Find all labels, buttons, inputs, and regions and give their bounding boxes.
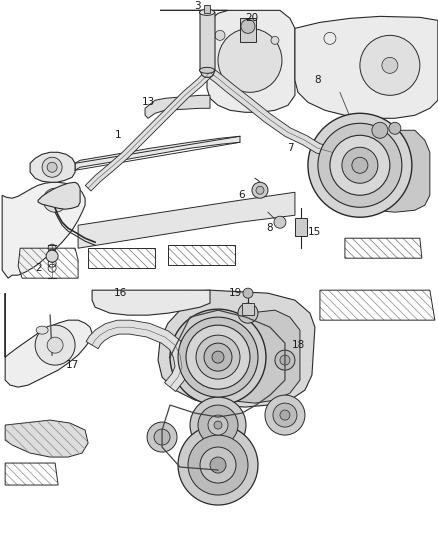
Polygon shape bbox=[30, 152, 75, 182]
Circle shape bbox=[275, 350, 295, 370]
Circle shape bbox=[170, 309, 266, 405]
Ellipse shape bbox=[36, 326, 48, 334]
Circle shape bbox=[330, 135, 390, 195]
Text: 7: 7 bbox=[286, 143, 293, 154]
Text: 18: 18 bbox=[291, 340, 304, 350]
Text: 16: 16 bbox=[113, 288, 127, 298]
Polygon shape bbox=[350, 130, 430, 212]
Circle shape bbox=[42, 157, 62, 177]
Circle shape bbox=[200, 447, 236, 483]
Circle shape bbox=[154, 429, 170, 445]
Circle shape bbox=[188, 435, 248, 495]
Circle shape bbox=[252, 182, 268, 198]
Circle shape bbox=[147, 422, 177, 452]
Circle shape bbox=[218, 28, 282, 92]
Circle shape bbox=[241, 19, 255, 34]
Polygon shape bbox=[38, 182, 80, 209]
Polygon shape bbox=[2, 182, 85, 278]
Circle shape bbox=[308, 114, 412, 217]
Text: 15: 15 bbox=[308, 227, 321, 237]
Text: 19: 19 bbox=[228, 288, 242, 298]
Circle shape bbox=[204, 343, 232, 371]
Polygon shape bbox=[207, 68, 346, 160]
Circle shape bbox=[178, 317, 258, 397]
Circle shape bbox=[210, 457, 226, 473]
Polygon shape bbox=[145, 95, 210, 118]
Bar bbox=[242, 303, 254, 315]
Polygon shape bbox=[92, 290, 210, 315]
Circle shape bbox=[256, 186, 264, 194]
Circle shape bbox=[389, 122, 401, 134]
Polygon shape bbox=[85, 69, 213, 191]
Text: 20: 20 bbox=[245, 13, 258, 23]
Circle shape bbox=[280, 355, 290, 365]
Circle shape bbox=[274, 216, 286, 228]
Text: 2: 2 bbox=[35, 263, 42, 273]
Ellipse shape bbox=[200, 10, 215, 15]
Ellipse shape bbox=[200, 67, 215, 74]
Circle shape bbox=[318, 123, 402, 207]
Circle shape bbox=[212, 351, 224, 363]
Text: 3: 3 bbox=[194, 2, 200, 11]
Text: 8: 8 bbox=[314, 75, 321, 85]
Text: 8: 8 bbox=[267, 223, 273, 233]
Circle shape bbox=[47, 337, 63, 353]
Text: 6: 6 bbox=[239, 190, 245, 200]
Bar bbox=[295, 218, 307, 236]
Circle shape bbox=[214, 421, 222, 429]
Circle shape bbox=[46, 250, 58, 262]
Polygon shape bbox=[190, 310, 300, 403]
Circle shape bbox=[43, 188, 67, 212]
Text: 13: 13 bbox=[141, 98, 155, 107]
Circle shape bbox=[215, 30, 225, 41]
Circle shape bbox=[190, 397, 246, 453]
Bar bbox=[240, 18, 256, 42]
Polygon shape bbox=[75, 136, 240, 170]
Circle shape bbox=[273, 403, 297, 427]
Circle shape bbox=[382, 58, 398, 74]
Bar bbox=[204, 5, 210, 13]
Polygon shape bbox=[86, 320, 189, 391]
Circle shape bbox=[47, 162, 57, 172]
Circle shape bbox=[243, 288, 253, 298]
Circle shape bbox=[49, 194, 61, 206]
Text: 17: 17 bbox=[65, 360, 79, 370]
Circle shape bbox=[186, 325, 250, 389]
Circle shape bbox=[178, 425, 258, 505]
Polygon shape bbox=[5, 420, 88, 457]
Circle shape bbox=[271, 36, 279, 44]
Circle shape bbox=[238, 303, 258, 323]
Circle shape bbox=[198, 405, 238, 445]
Polygon shape bbox=[200, 12, 215, 77]
Circle shape bbox=[360, 35, 420, 95]
Polygon shape bbox=[78, 192, 295, 248]
Polygon shape bbox=[95, 290, 315, 407]
Circle shape bbox=[196, 335, 240, 379]
Text: 1: 1 bbox=[115, 130, 121, 140]
Circle shape bbox=[265, 395, 305, 435]
Circle shape bbox=[372, 122, 388, 138]
Circle shape bbox=[352, 157, 368, 173]
Circle shape bbox=[342, 147, 378, 183]
Polygon shape bbox=[295, 17, 438, 118]
Circle shape bbox=[35, 325, 75, 365]
Circle shape bbox=[280, 410, 290, 420]
Polygon shape bbox=[5, 293, 92, 387]
Circle shape bbox=[208, 415, 228, 435]
Polygon shape bbox=[160, 10, 295, 112]
